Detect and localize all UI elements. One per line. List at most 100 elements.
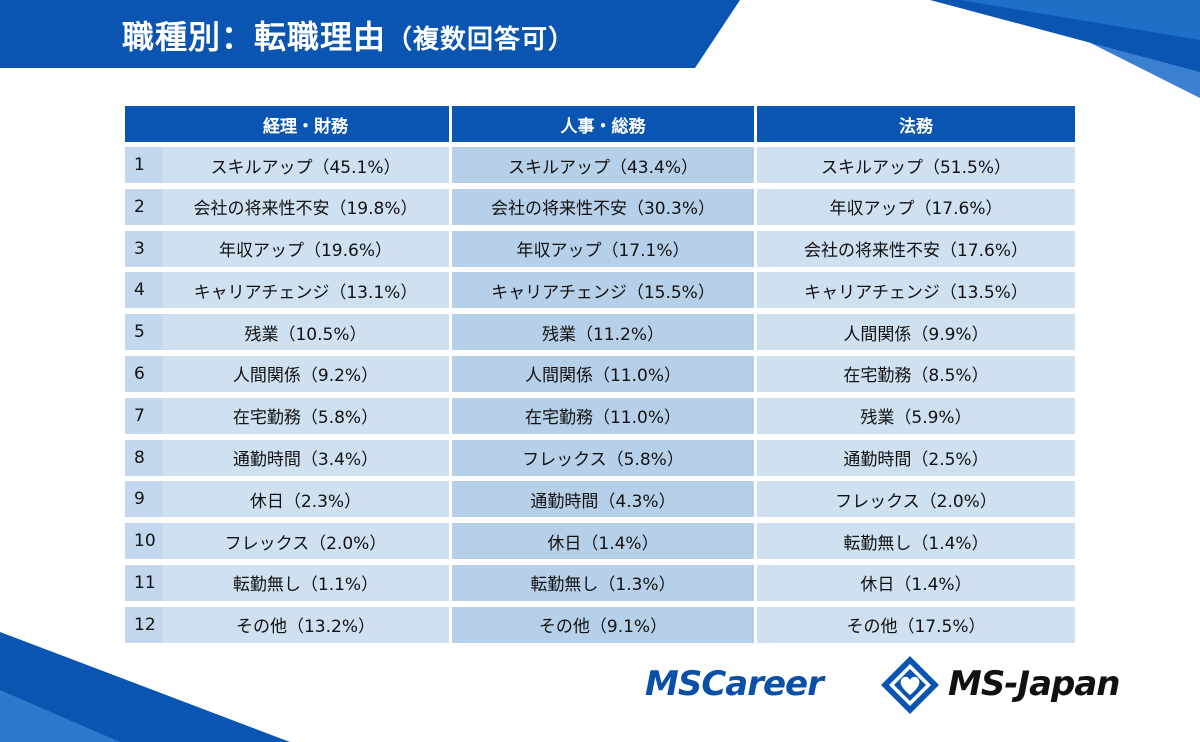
- column-gap: [754, 355, 757, 392]
- accounting-cell: 休日（2.3%）: [162, 481, 449, 518]
- column-gap: [449, 106, 452, 142]
- column-gap: [449, 314, 452, 351]
- hr-cell: スキルアップ（43.4%）: [452, 147, 754, 183]
- legal-cell: 残業（5.9%）: [757, 397, 1075, 434]
- table-header-row: 経理・財務 人事・総務 法務: [125, 106, 1075, 142]
- column-gap: [754, 147, 757, 183]
- column-gap: [449, 523, 452, 560]
- hr-cell: 人間関係（11.0%）: [452, 355, 754, 392]
- hr-cell: 在宅勤務（11.0%）: [452, 397, 754, 434]
- hr-cell: その他（9.1%）: [452, 606, 754, 643]
- column-gap: [754, 188, 757, 225]
- header-legal: 法務: [757, 106, 1075, 142]
- rank-cell: 3: [125, 230, 162, 267]
- accounting-cell: 在宅勤務（5.8%）: [162, 397, 449, 434]
- rank-cell: 9: [125, 481, 162, 518]
- legal-cell: 転勤無し（1.4%）: [757, 523, 1075, 560]
- column-gap: [754, 106, 757, 142]
- table-row: 6 人間関係（9.2%） 人間関係（11.0%） 在宅勤務（8.5%）: [125, 355, 1075, 392]
- legal-cell: キャリアチェンジ（13.5%）: [757, 272, 1075, 309]
- hr-cell: 通勤時間（4.3%）: [452, 481, 754, 518]
- column-gap: [449, 481, 452, 518]
- page-title: 職種別：転職理由（複数回答可）: [122, 12, 575, 58]
- column-gap: [754, 439, 757, 476]
- column-gap: [449, 606, 452, 643]
- legal-cell: 在宅勤務（8.5%）: [757, 355, 1075, 392]
- table-row: 12 その他（13.2%） その他（9.1%） その他（17.5%）: [125, 606, 1075, 643]
- table-row: 7 在宅勤務（5.8%） 在宅勤務（11.0%） 残業（5.9%）: [125, 397, 1075, 434]
- column-gap: [449, 564, 452, 601]
- rank-cell: 2: [125, 188, 162, 225]
- column-gap: [754, 314, 757, 351]
- column-gap: [449, 439, 452, 476]
- hr-cell: 年収アップ（17.1%）: [452, 230, 754, 267]
- table-row: 2 会社の将来性不安（19.8%） 会社の将来性不安（30.3%） 年収アップ（17.…: [125, 188, 1075, 225]
- column-gap: [754, 564, 757, 601]
- accounting-cell: 会社の将来性不安（19.8%）: [162, 188, 449, 225]
- hr-cell: 休日（1.4%）: [452, 523, 754, 560]
- column-gap: [449, 397, 452, 434]
- legal-cell: その他（17.5%）: [757, 606, 1075, 643]
- ms-diamond-heart-logo-icon: [881, 656, 939, 714]
- table-row: 1 スキルアップ（45.1%） スキルアップ（43.4%） スキルアップ（51.5%）: [125, 147, 1075, 183]
- hr-cell: フレックス（5.8%）: [452, 439, 754, 476]
- column-gap: [754, 272, 757, 309]
- accounting-cell: その他（13.2%）: [162, 606, 449, 643]
- hr-cell: キャリアチェンジ（15.5%）: [452, 272, 754, 309]
- rank-cell: 12: [125, 606, 162, 643]
- accounting-cell: キャリアチェンジ（13.1%）: [162, 272, 449, 309]
- column-gap: [449, 188, 452, 225]
- column-gap: [754, 481, 757, 518]
- table-row: 3 年収アップ（19.6%） 年収アップ（17.1%） 会社の将来性不安（17.6%）: [125, 230, 1075, 267]
- rank-cell: 10: [125, 523, 162, 560]
- hr-cell: 転勤無し（1.3%）: [452, 564, 754, 601]
- page-title-subtitle: （複数回答可）: [386, 25, 576, 55]
- accounting-cell: 残業（10.5%）: [162, 314, 449, 351]
- rank-cell: 6: [125, 355, 162, 392]
- column-gap: [449, 272, 452, 309]
- rank-cell: 1: [125, 147, 162, 183]
- rank-cell: 11: [125, 564, 162, 601]
- table-row: 10 フレックス（2.0%） 休日（1.4%） 転勤無し（1.4%）: [125, 523, 1075, 560]
- column-gap: [449, 230, 452, 267]
- column-gap: [449, 355, 452, 392]
- table-body: 1 スキルアップ（45.1%） スキルアップ（43.4%） スキルアップ（51.5%）…: [125, 147, 1075, 643]
- legal-cell: フレックス（2.0%）: [757, 481, 1075, 518]
- column-gap: [754, 230, 757, 267]
- legal-cell: スキルアップ（51.5%）: [757, 147, 1075, 183]
- accounting-cell: 人間関係（9.2%）: [162, 355, 449, 392]
- reasons-table: 経理・財務 人事・総務 法務 1 スキルアップ（45.1%） スキルアップ（43.4…: [125, 106, 1075, 649]
- header-accounting: 経理・財務: [162, 106, 449, 142]
- column-gap: [754, 397, 757, 434]
- legal-cell: 人間関係（9.9%）: [757, 314, 1075, 351]
- table-row: 9 休日（2.3%） 通勤時間（4.3%） フレックス（2.0%）: [125, 481, 1075, 518]
- hr-cell: 会社の将来性不安（30.3%）: [452, 188, 754, 225]
- table-row: 4 キャリアチェンジ（13.1%） キャリアチェンジ（15.5%） キャリアチェンジ（…: [125, 272, 1075, 309]
- table-row: 8 通勤時間（3.4%） フレックス（5.8%） 通勤時間（2.5%）: [125, 439, 1075, 476]
- mscareer-logo: MSCareer: [645, 664, 824, 704]
- header-rank-cell: [125, 106, 162, 142]
- hr-cell: 残業（11.2%）: [452, 314, 754, 351]
- msjapan-logo: MS-Japan: [948, 664, 1121, 704]
- column-gap: [449, 147, 452, 183]
- header-hr: 人事・総務: [452, 106, 754, 142]
- legal-cell: 会社の将来性不安（17.6%）: [757, 230, 1075, 267]
- title-banner: [0, 0, 740, 68]
- table-row: 11 転勤無し（1.1%） 転勤無し（1.3%） 休日（1.4%）: [125, 564, 1075, 601]
- accounting-cell: 転勤無し（1.1%）: [162, 564, 449, 601]
- rank-cell: 4: [125, 272, 162, 309]
- footer-logos: MSCareer MS-Japan: [645, 652, 1155, 722]
- column-gap: [754, 606, 757, 643]
- accounting-cell: フレックス（2.0%）: [162, 523, 449, 560]
- rank-cell: 8: [125, 439, 162, 476]
- rank-cell: 7: [125, 397, 162, 434]
- accounting-cell: 年収アップ（19.6%）: [162, 230, 449, 267]
- legal-cell: 休日（1.4%）: [757, 564, 1075, 601]
- legal-cell: 通勤時間（2.5%）: [757, 439, 1075, 476]
- rank-cell: 5: [125, 314, 162, 351]
- column-gap: [754, 523, 757, 560]
- table-row: 5 残業（10.5%） 残業（11.2%） 人間関係（9.9%）: [125, 314, 1075, 351]
- accounting-cell: 通勤時間（3.4%）: [162, 439, 449, 476]
- accounting-cell: スキルアップ（45.1%）: [162, 147, 449, 183]
- legal-cell: 年収アップ（17.6%）: [757, 188, 1075, 225]
